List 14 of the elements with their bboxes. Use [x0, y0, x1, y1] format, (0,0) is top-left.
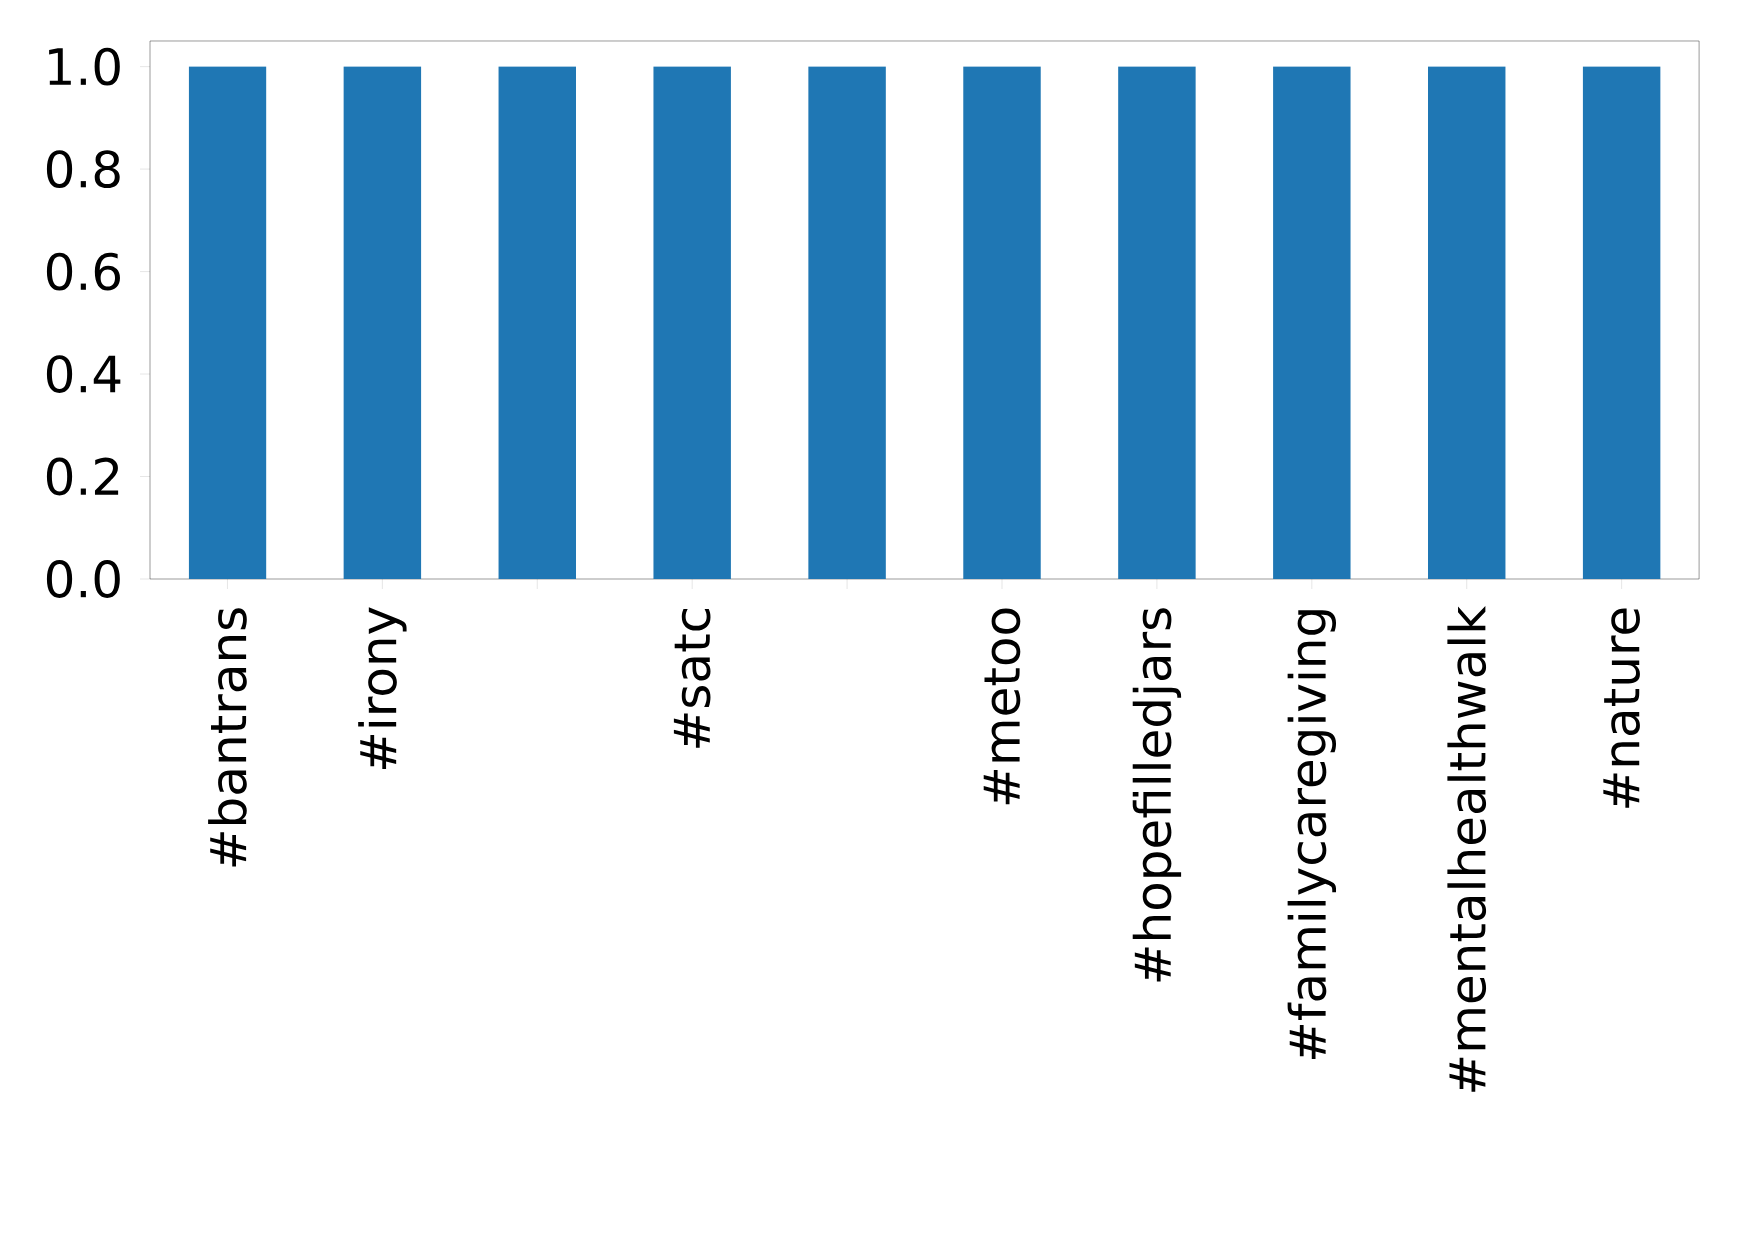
x-tick-label: #satc: [673, 608, 711, 748]
y-tick-label: 0.2: [46, 457, 119, 496]
x-tick-label: #mentalhealthwalk: [1447, 605, 1487, 1092]
x-tick-label: #bantrans: [208, 608, 247, 867]
y-tick-label: 0.0: [46, 560, 120, 598]
y-tick-label: 0.8: [46, 150, 120, 188]
x-tick-label: #irony: [358, 607, 407, 770]
x-tick-label: #hopefilledjars: [1132, 608, 1182, 982]
y-tick-label: 0.4: [46, 355, 121, 393]
x-tick-label: #nature: [1603, 608, 1640, 808]
y-tick-label: 1.0: [49, 47, 120, 86]
x-tick-label: #metoo: [983, 608, 1021, 805]
y-tick-label: 0.6: [46, 252, 120, 291]
x-tick-label: #familycaregiving: [1287, 610, 1337, 1060]
